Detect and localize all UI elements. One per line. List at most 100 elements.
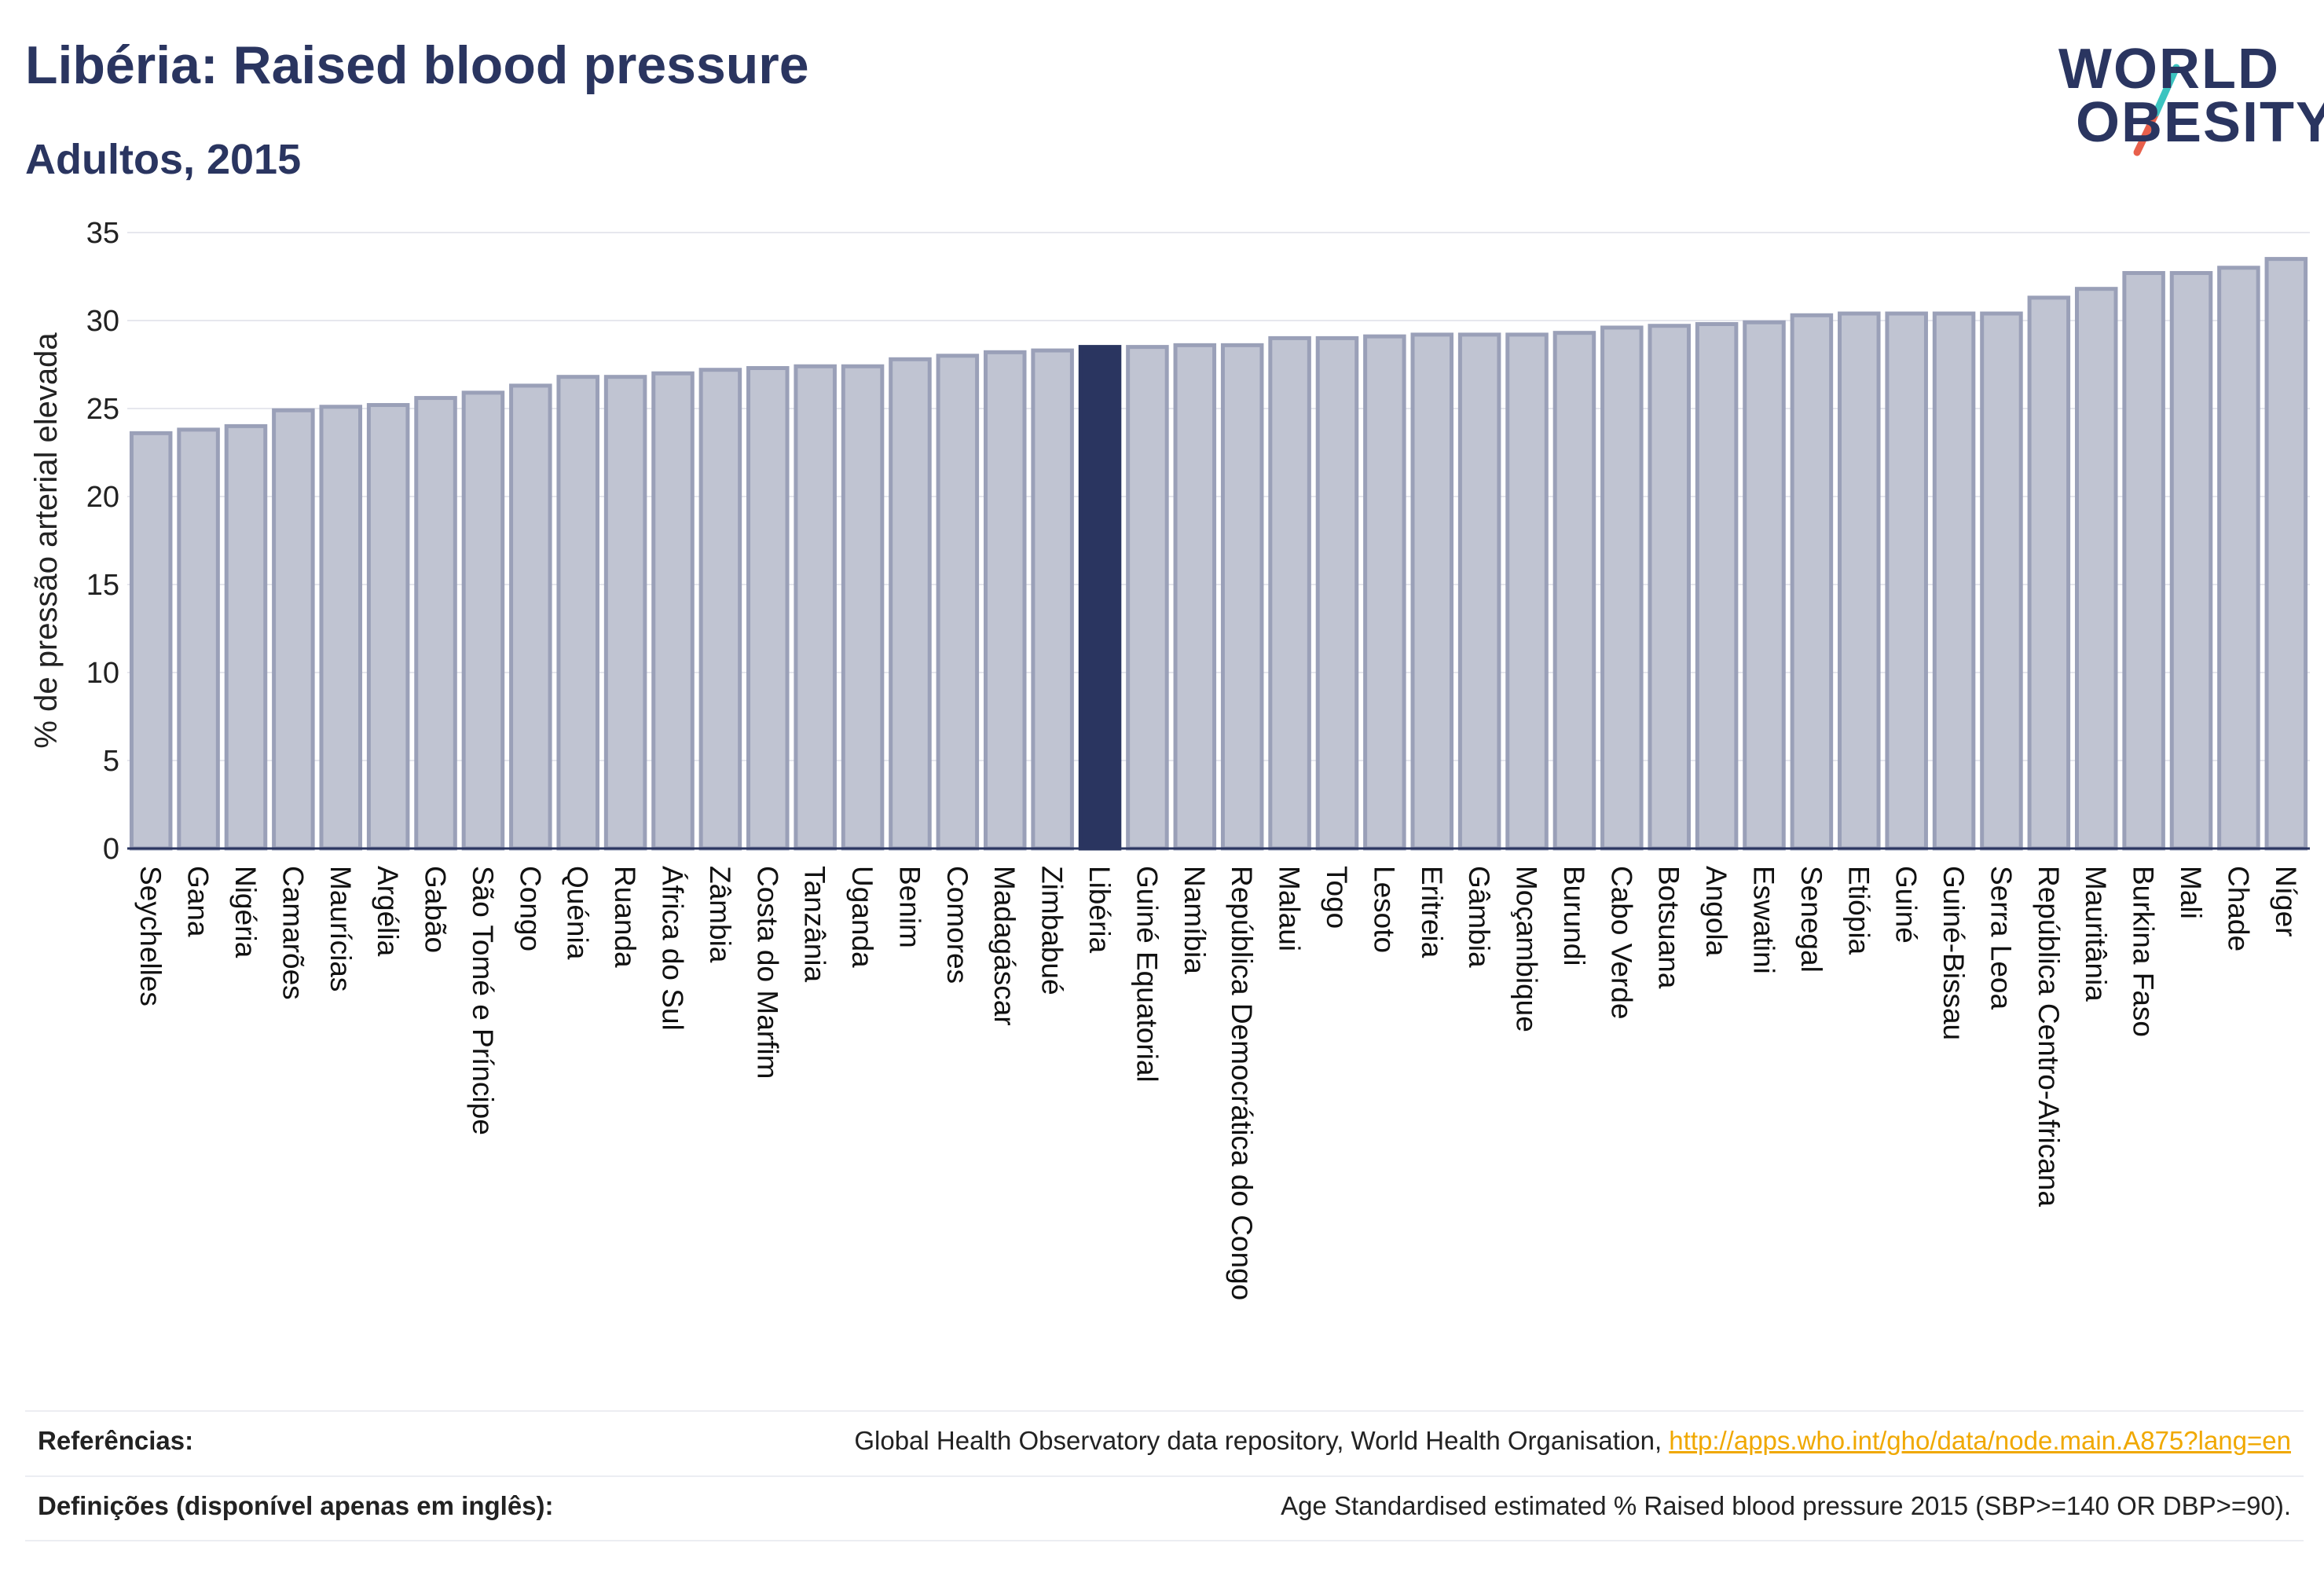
bar xyxy=(1838,311,1881,851)
footer-divider-middle xyxy=(25,1475,2304,1477)
x-tick-label: Etiópia xyxy=(1842,866,1875,955)
page-title: Libéria: Raised blood pressure xyxy=(25,35,809,95)
y-tick-label: 25 xyxy=(86,393,119,426)
bar xyxy=(1648,324,1691,851)
x-tick-label: Malaui xyxy=(1274,866,1306,951)
x-tick-label: Comores xyxy=(941,866,973,984)
bar xyxy=(556,375,599,851)
bar xyxy=(746,365,790,851)
x-tick-label: Cabo Verde xyxy=(1605,866,1637,1019)
x-tick-label: Namíbia xyxy=(1178,866,1211,974)
x-tick-label: Angola xyxy=(1700,866,1732,957)
y-tick-label: 30 xyxy=(86,305,119,338)
bar xyxy=(1743,320,1786,851)
bar xyxy=(224,423,268,851)
references-value: Global Health Observatory data repositor… xyxy=(854,1426,2291,1456)
x-tick-label: Mali xyxy=(2175,866,2207,919)
bar xyxy=(461,390,505,851)
x-tick-label: África do Sul xyxy=(657,866,689,1031)
x-tick-label: Senegal xyxy=(1795,866,1827,973)
definitions-row: Definições (disponível apenas em inglês)… xyxy=(25,1491,2304,1530)
y-tick-label: 35 xyxy=(86,217,119,250)
y-axis-label: % de pressão arterial elevada xyxy=(29,332,64,749)
bar xyxy=(794,364,837,851)
bar xyxy=(2074,287,2118,851)
x-tick-label: São Tomé e Príncipe xyxy=(467,866,499,1135)
footer-divider-top xyxy=(25,1410,2304,1412)
x-tick-label: Guiné-Bissau xyxy=(1937,866,1970,1040)
bar xyxy=(603,375,647,851)
bar xyxy=(1031,348,1074,851)
footer-divider-bottom xyxy=(25,1540,2304,1541)
x-tick-label: Quénia xyxy=(562,866,594,960)
bar xyxy=(1600,325,1644,851)
bar xyxy=(2122,271,2165,851)
references-link[interactable]: http://apps.who.int/gho/data/node.main.A… xyxy=(1669,1426,2291,1455)
logo-word-world: WORLD xyxy=(2058,38,2280,101)
bar xyxy=(1078,345,1122,851)
x-tick-label: Costa do Marfim xyxy=(751,866,783,1079)
x-tick-label: Zimbabué xyxy=(1036,866,1069,995)
logo-slash-icon xyxy=(2133,64,2180,156)
x-tick-label: Ruanda xyxy=(609,866,641,968)
x-tick-label: Gabão xyxy=(420,866,452,953)
x-tick-label: Argélia xyxy=(372,866,404,957)
references-text: Global Health Observatory data repositor… xyxy=(854,1426,1670,1455)
references-row: Referências: Global Health Observatory d… xyxy=(25,1426,2304,1465)
y-tick-label: 20 xyxy=(86,481,119,514)
bar xyxy=(366,403,410,851)
bar xyxy=(2169,271,2213,851)
bar xyxy=(1457,332,1501,851)
bar xyxy=(2217,266,2260,851)
x-tick-label: Moçambique xyxy=(1511,866,1543,1032)
bar xyxy=(1220,343,1264,851)
bar xyxy=(1980,311,2023,851)
bar xyxy=(1695,321,1739,851)
y-tick-label: 15 xyxy=(86,569,119,602)
x-tick-label: Burundi xyxy=(1558,866,1590,966)
bar xyxy=(1268,335,1311,851)
bar xyxy=(698,368,742,851)
x-tick-label: Burkina Faso xyxy=(2128,866,2160,1037)
x-tick-label: Gana xyxy=(182,866,214,937)
bar xyxy=(177,427,220,851)
x-tick-label: Eritreia xyxy=(1416,866,1448,958)
x-tick-label: Uganda xyxy=(846,866,878,968)
x-tick-label: Guiné Equatorial xyxy=(1131,866,1163,1083)
bar xyxy=(651,371,695,851)
y-tick-label: 0 xyxy=(103,833,119,866)
page-subtitle: Adultos, 2015 xyxy=(25,136,302,183)
x-tick-label: Botsuana xyxy=(1653,866,1685,989)
bar xyxy=(1173,343,1217,851)
bar xyxy=(1552,331,1596,851)
x-tick-label: Níger xyxy=(2270,866,2302,936)
y-axis-ticks: 0 5 10 15 20 25 30 35 xyxy=(86,217,119,866)
bar xyxy=(841,364,885,851)
x-tick-label: Guiné xyxy=(1890,866,1923,944)
bar xyxy=(1363,334,1406,851)
definitions-text: Age Standardised estimated % Raised bloo… xyxy=(1281,1491,2291,1520)
bar-chart: 0 5 10 15 20 25 30 35 Seychelles Gana Nigéria Cama… xyxy=(29,217,2310,1300)
x-tick-label: Maurícias xyxy=(324,866,357,991)
x-tick-label: Congo xyxy=(514,866,546,951)
bar xyxy=(129,431,173,851)
x-tick-label: Libéria xyxy=(1083,866,1116,953)
bar xyxy=(414,396,457,851)
y-tick-label: 10 xyxy=(86,657,119,690)
bar xyxy=(1315,335,1359,851)
x-tick-label: Serra Leoa xyxy=(1985,866,2017,1010)
x-tick-label: Camarões xyxy=(277,866,309,1000)
references-label: Referências: xyxy=(38,1426,194,1455)
x-tick-label: Eswatini xyxy=(1748,866,1780,974)
bar xyxy=(1410,332,1454,851)
definitions-label: Definições (disponível apenas em inglês)… xyxy=(38,1491,554,1520)
x-tick-label: Mauritânia xyxy=(2080,866,2112,1002)
bar xyxy=(1790,313,1834,851)
x-tick-label: Togo xyxy=(1321,866,1353,929)
bar xyxy=(889,357,932,851)
bar xyxy=(1505,332,1549,851)
x-tick-label: República Democrática do Congo xyxy=(1226,866,1258,1300)
x-tick-label: Gâmbia xyxy=(1463,866,1495,968)
logo-word-obesity: OBESITY xyxy=(2076,91,2324,154)
x-tick-label: Nigéria xyxy=(229,866,262,958)
